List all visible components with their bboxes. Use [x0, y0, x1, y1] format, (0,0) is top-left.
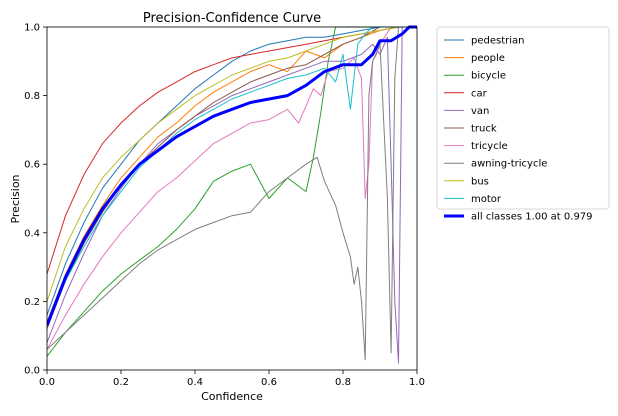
series-line-10 [47, 25, 417, 326]
x-tick-label: 0.2 [113, 377, 129, 388]
series-line-2 [47, 26, 417, 357]
series-line-1 [47, 26, 417, 323]
legend-label: van [471, 106, 489, 117]
legend-label: tricycle [471, 141, 508, 152]
legend-label: truck [471, 124, 497, 135]
y-tick-label: 0.4 [24, 228, 40, 239]
series-line-5 [47, 26, 417, 329]
y-tick-label: 0.0 [24, 366, 40, 377]
x-tick-label: 0.8 [335, 377, 351, 388]
y-tick-label: 0.6 [24, 160, 40, 171]
legend: pedestrian people bicycle car van truck tricyc… [436, 26, 610, 223]
series-lines [47, 25, 417, 364]
y-tick-label: 0.8 [24, 91, 40, 102]
x-tick-label: 0.4 [187, 377, 203, 388]
legend-label: motor [471, 194, 502, 205]
y-tick-label: 0.2 [24, 297, 40, 308]
series-line-7 [47, 26, 417, 361]
x-tick-label: 0.6 [261, 377, 277, 388]
x-tick-label: 1.0 [409, 377, 425, 388]
series-line-0 [47, 26, 417, 316]
y-tick-label: 1.0 [24, 23, 40, 34]
legend-label: bus [471, 176, 489, 187]
series-line-4 [47, 26, 417, 364]
series-line-6 [47, 26, 417, 350]
chart-title: Precision-Confidence Curve [143, 11, 321, 26]
legend-label: pedestrian [471, 36, 525, 47]
x-tick-label: 0.0 [39, 377, 55, 388]
legend-label: awning-tricycle [471, 159, 547, 170]
series-line-8 [47, 26, 417, 302]
legend-box [436, 26, 610, 210]
legend-label: bicycle [471, 71, 506, 82]
series-line-9 [47, 26, 417, 326]
y-axis-label: Precision [9, 174, 22, 223]
plot-area: 0.0 0.2 0.4 0.6 0.8 1.0 0.0 0.2 0.4 0.6 0.8 1.0 [24, 23, 425, 389]
legend-label: car [471, 88, 488, 99]
legend-label: all classes 1.00 at 0.979 [471, 212, 593, 223]
legend-label: people [471, 53, 505, 64]
x-axis-label: Confidence [201, 390, 263, 403]
axes-frame [46, 26, 418, 371]
